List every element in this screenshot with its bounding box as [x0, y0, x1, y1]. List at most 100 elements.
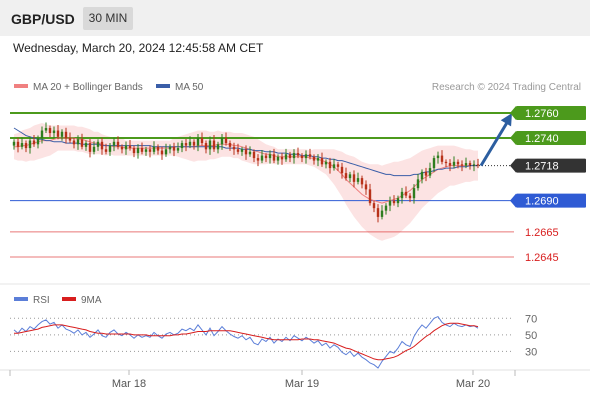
ma50-legend-label: MA 50 [175, 82, 204, 93]
current-price-badge [516, 158, 586, 173]
candle-body [224, 138, 228, 144]
candle-body [164, 149, 168, 155]
candle-body [184, 143, 188, 146]
candle-body [104, 149, 108, 152]
candle-body [412, 188, 416, 199]
candle-body [340, 166, 344, 174]
ma50-legend-swatch [156, 84, 170, 88]
ma20-legend-swatch [14, 84, 28, 88]
candle-body [452, 161, 456, 166]
ma20-legend-label: MA 20 + Bollinger Bands [33, 82, 143, 93]
candle-body [376, 208, 380, 217]
candle-body [400, 191, 404, 199]
candle-body [60, 131, 64, 137]
candle-body [180, 143, 184, 149]
chart-datetime: Wednesday, March 20, 2024 12:45:58 AM CE… [13, 41, 264, 55]
candle-body [372, 203, 376, 209]
candle-body [396, 198, 400, 204]
level-badge-tip-0 [510, 106, 516, 121]
candle-body [336, 164, 340, 167]
candle-body [288, 154, 292, 159]
candle-body [388, 200, 392, 206]
candle-body [260, 155, 264, 161]
candle-body [300, 155, 304, 159]
candle-body [264, 155, 268, 159]
interval-button[interactable]: 30 MIN [83, 7, 133, 30]
candle-body [324, 161, 328, 165]
candle-body [444, 161, 448, 164]
candle-body [220, 138, 224, 145]
level-label-2: 1.2690 [525, 196, 559, 208]
candle-body [464, 163, 468, 166]
candle-body [48, 128, 52, 134]
candle-body [192, 141, 196, 146]
rsi-line [13, 315, 479, 369]
candle-body [428, 168, 432, 176]
candle-body [360, 178, 364, 185]
top-bar: GBP/USD 30 MIN [0, 0, 590, 36]
candle-body [316, 158, 320, 161]
candle-body [368, 189, 372, 204]
candle-body [304, 154, 308, 159]
candle-body [364, 184, 368, 190]
x-tick-label-2: Mar 20 [456, 378, 490, 390]
candle-body [308, 154, 312, 157]
candle-body [240, 149, 244, 152]
candle-body [228, 143, 232, 147]
candle-body [156, 146, 160, 151]
candle-body [40, 130, 44, 139]
candle-body [460, 164, 464, 166]
candle-body [148, 149, 152, 152]
candle-body [328, 161, 332, 169]
candle-body [152, 146, 156, 152]
candle-body [280, 156, 284, 160]
candle-body [440, 155, 444, 162]
current-price-badge-tip [510, 158, 516, 173]
candle-body [320, 158, 324, 165]
level-badge-2 [516, 193, 586, 208]
candle-body [420, 171, 424, 180]
rsi-ma-legend-swatch [62, 297, 76, 301]
candle-body [140, 148, 144, 152]
level-badge-1 [516, 131, 586, 146]
level-badge-tip-1 [510, 131, 516, 146]
rsi-tick-label-1: 50 [525, 330, 537, 342]
candle-body [24, 143, 28, 149]
projection-arrow-head [500, 113, 512, 127]
candle-body [268, 154, 272, 159]
candle-body [36, 138, 40, 145]
bollinger-band [14, 123, 478, 241]
candle-body [244, 149, 248, 155]
candle-body [256, 158, 260, 161]
candle-body [84, 143, 88, 147]
rsi-tick-label-2: 30 [525, 346, 537, 358]
level-label-1: 1.2740 [525, 133, 559, 145]
candle-body [472, 164, 476, 166]
candle-body [116, 141, 120, 147]
candle-body [128, 145, 132, 149]
candle-body [80, 139, 84, 147]
x-tick-label-0: Mar 18 [112, 378, 146, 390]
candle-body [96, 141, 100, 147]
candle-body [404, 191, 408, 196]
candle-body [424, 171, 428, 176]
candle-body [132, 148, 136, 154]
candle-body [216, 144, 220, 150]
candle-body [100, 141, 104, 150]
candle-body [432, 158, 436, 169]
candle-body [124, 145, 128, 150]
candle-body [276, 156, 280, 161]
candle-body [108, 145, 112, 152]
candle-body [456, 161, 460, 165]
candle-body [272, 154, 276, 161]
level-label-4: 1.2645 [525, 252, 559, 264]
candle-body [64, 131, 68, 139]
candle-body [384, 205, 388, 211]
rsi-panel: 70 50 30 [10, 313, 537, 369]
candle-body [204, 143, 208, 150]
rsi-ma-legend-label: 9MA [81, 295, 102, 306]
candle-body [312, 156, 316, 161]
candle-body [392, 200, 396, 204]
candle-body [32, 140, 36, 145]
candle-body [332, 164, 336, 169]
